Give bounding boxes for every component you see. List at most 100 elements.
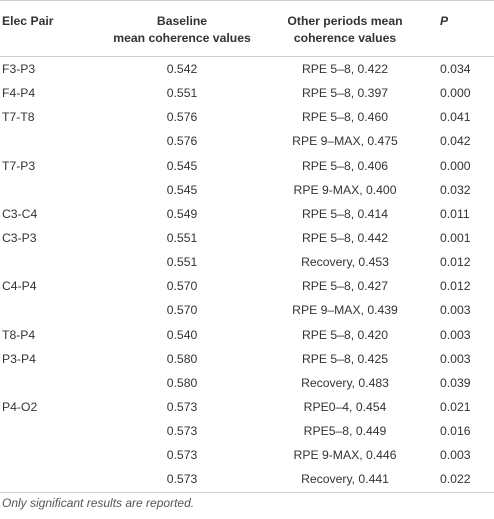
table-row: C3-P3 0.551 RPE 5–8, 0.442 0.001: [0, 226, 494, 250]
other-period-cell: RPE 9-MAX, 0.446: [293, 448, 397, 463]
other-period-cell: RPE 5–8, 0.406: [301, 158, 389, 173]
p-value-cell: 0.003: [440, 327, 471, 342]
baseline-cell: 0.545: [166, 182, 198, 197]
other-period-cell: RPE 9–MAX, 0.439: [292, 303, 398, 318]
table-row: C3-C4 0.549 RPE 5–8, 0.414 0.011: [0, 202, 494, 226]
header-other-periods: Other periods mean coherence values: [260, 0, 430, 57]
other-period-cell: RPE 5–8, 0.425: [301, 351, 389, 366]
baseline-cell: 0.551: [166, 231, 198, 246]
p-value-cell: 0.000: [440, 158, 471, 173]
other-period-cell: RPE 5–8, 0.420: [301, 327, 389, 342]
baseline-cell: 0.549: [166, 206, 198, 221]
p-value-cell: 0.021: [440, 400, 471, 415]
header-other-line1: Other periods mean: [287, 14, 403, 28]
p-value-cell: 0.012: [440, 279, 471, 294]
elec-pair-cell: C3-P3: [2, 231, 37, 246]
other-period-cell: RPE 5–8, 0.442: [301, 231, 389, 246]
header-p-value: P: [430, 0, 494, 57]
elec-pair-cell: C4-P4: [2, 279, 37, 294]
elec-pair-cell: P4-O2: [2, 400, 38, 415]
elec-pair-cell: T7-T8: [2, 110, 35, 125]
other-period-cell: Recovery, 0.441: [260, 467, 430, 493]
elec-pair-cell: [0, 443, 104, 467]
baseline-cell: 0.576: [166, 134, 198, 149]
p-value-cell: 0.022: [430, 467, 494, 493]
other-period-cell: RPE0–4, 0.454: [303, 400, 387, 415]
baseline-cell: 0.573: [104, 467, 260, 493]
p-value-cell: 0.016: [440, 424, 471, 439]
table-row: 0.573 RPE5–8, 0.449 0.016: [0, 419, 494, 443]
p-value-cell: 0.034: [440, 62, 471, 77]
other-period-cell: Recovery, 0.453: [301, 255, 389, 270]
table-row: T8-P4 0.540 RPE 5–8, 0.420 0.003: [0, 323, 494, 347]
table-row: 0.545 RPE 9-MAX, 0.400 0.032: [0, 178, 494, 202]
table-row: F3-P3 0.542 RPE 5–8, 0.422 0.034: [0, 57, 494, 82]
p-value-cell: 0.041: [440, 110, 471, 125]
coherence-table: Elec Pair Baseline mean coherence values…: [0, 0, 494, 493]
table-header: Elec Pair Baseline mean coherence values…: [0, 0, 494, 57]
header-baseline: Baseline mean coherence values: [104, 0, 260, 57]
other-period-cell: RPE 9-MAX, 0.400: [293, 182, 397, 197]
baseline-cell: 0.570: [166, 279, 198, 294]
elec-pair-cell: F3-P3: [2, 62, 36, 77]
p-value-cell: 0.000: [440, 86, 471, 101]
baseline-cell: 0.570: [166, 303, 198, 318]
other-period-cell: Recovery, 0.483: [301, 375, 389, 390]
table-row: F4-P4 0.551 RPE 5–8, 0.397 0.000: [0, 81, 494, 105]
other-period-cell: RPE 5–8, 0.427: [301, 279, 389, 294]
elec-pair-cell: T7-P3: [2, 158, 36, 173]
header-other-line2: coherence values: [293, 31, 397, 45]
p-value-cell: 0.001: [440, 231, 471, 246]
other-period-cell: RPE 5–8, 0.397: [301, 86, 389, 101]
baseline-cell: 0.542: [166, 62, 198, 77]
p-value-cell: 0.003: [440, 351, 471, 366]
elec-pair-cell: [0, 250, 104, 274]
table-row: T7-T8 0.576 RPE 5–8, 0.460 0.041: [0, 105, 494, 129]
header-baseline-line1: Baseline: [156, 14, 208, 28]
p-value-cell: 0.003: [440, 303, 471, 318]
baseline-cell: 0.573: [166, 400, 198, 415]
table-row: 0.570 RPE 9–MAX, 0.439 0.003: [0, 298, 494, 322]
baseline-cell: 0.540: [166, 327, 198, 342]
elec-pair-cell: C3-C4: [2, 206, 38, 221]
baseline-cell: 0.576: [166, 110, 198, 125]
table-row: 0.573 Recovery, 0.441 0.022: [0, 467, 494, 493]
elec-pair-cell: [0, 129, 104, 153]
elec-pair-cell: [0, 178, 104, 202]
header-baseline-line2: mean coherence values: [113, 31, 251, 45]
baseline-cell: 0.573: [166, 448, 198, 463]
other-period-cell: RPE 5–8, 0.422: [301, 62, 389, 77]
baseline-cell: 0.573: [166, 424, 198, 439]
p-value-cell: 0.011: [440, 206, 470, 221]
table-footnote: Only significant results are reported.: [2, 496, 195, 510]
header-row: Elec Pair Baseline mean coherence values…: [0, 0, 494, 57]
p-value-cell: 0.032: [440, 182, 471, 197]
header-elec-pair: Elec Pair: [0, 0, 104, 57]
table-row: T7-P3 0.545 RPE 5–8, 0.406 0.000: [0, 154, 494, 178]
baseline-cell: 0.545: [166, 158, 198, 173]
elec-pair-cell: F4-P4: [2, 86, 36, 101]
other-period-cell: RPE 9–MAX, 0.475: [292, 134, 398, 149]
p-value-cell: 0.003: [440, 448, 471, 463]
table-row: 0.580 Recovery, 0.483 0.039: [0, 371, 494, 395]
other-period-cell: RPE5–8, 0.449: [303, 424, 387, 439]
table-body: F3-P3 0.542 RPE 5–8, 0.422 0.034 F4-P4 0.551 R…: [0, 57, 494, 493]
elec-pair-cell: [0, 371, 104, 395]
table-row: C4-P4 0.570 RPE 5–8, 0.427 0.012: [0, 274, 494, 298]
table-row: P3-P4 0.580 RPE 5–8, 0.425 0.003: [0, 347, 494, 371]
table-row: 0.551 Recovery, 0.453 0.012: [0, 250, 494, 274]
p-value-cell: 0.012: [440, 255, 471, 270]
other-period-cell: RPE 5–8, 0.414: [301, 206, 389, 221]
elec-pair-cell: P3-P4: [2, 351, 36, 366]
p-value-cell: 0.039: [440, 375, 471, 390]
elec-pair-cell: [0, 467, 104, 493]
elec-pair-cell: [0, 298, 104, 322]
elec-pair-cell: T8-P4: [2, 327, 36, 342]
baseline-cell: 0.580: [166, 351, 198, 366]
other-period-cell: RPE 5–8, 0.460: [301, 110, 389, 125]
table-row: P4-O2 0.573 RPE0–4, 0.454 0.021: [0, 395, 494, 419]
baseline-cell: 0.551: [166, 86, 198, 101]
p-value-cell: 0.042: [440, 134, 471, 149]
baseline-cell: 0.580: [166, 375, 198, 390]
